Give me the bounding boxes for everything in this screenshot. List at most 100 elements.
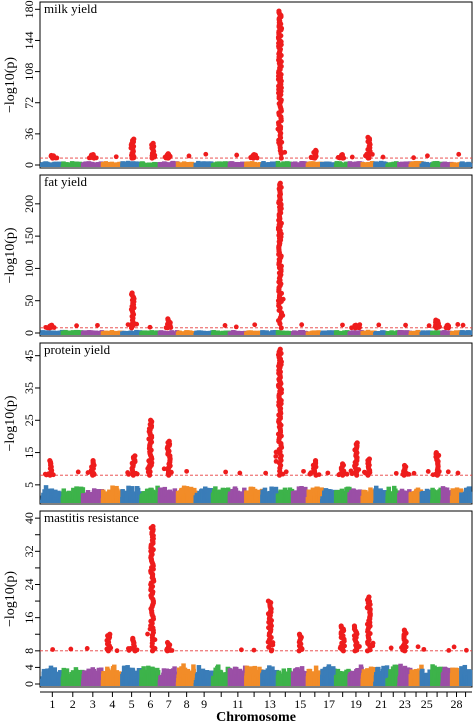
y-tick-label: 72: [22, 97, 36, 109]
significant-snp: [166, 438, 172, 444]
significant-snp: [280, 313, 286, 318]
y-axis-label: −log10(p): [3, 227, 18, 283]
significant-snp: [149, 153, 155, 159]
significant-snp: [278, 325, 284, 331]
significant-snp: [349, 154, 355, 160]
significant-snp: [125, 322, 131, 328]
panel-3: protein yield 5 15 25 35 45 −log10(p): [3, 342, 473, 505]
panel-title: milk yield: [44, 1, 98, 16]
significant-snp: [132, 470, 138, 476]
y-tick-label: 36: [22, 128, 36, 140]
significant-snp: [275, 126, 281, 132]
significant-snp: [436, 321, 441, 327]
significant-snp: [444, 325, 449, 331]
significant-snp: [277, 180, 283, 186]
y-tick-label: 108: [22, 63, 36, 81]
significant-snp: [275, 298, 281, 304]
significant-snp: [50, 472, 56, 478]
significant-snp: [150, 140, 156, 146]
y-tick-label: 15: [22, 447, 36, 459]
panel-frame: [39, 1, 473, 169]
significant-snp: [279, 139, 285, 145]
significant-snp: [165, 151, 171, 157]
significant-snp: [411, 155, 417, 161]
y-tick-label: 5: [22, 482, 36, 488]
significant-snp: [280, 296, 286, 302]
significant-snp: [313, 147, 319, 153]
significant-snp: [278, 155, 284, 161]
significant-snp: [425, 153, 430, 159]
significant-snp: [222, 323, 228, 328]
significant-snp: [455, 322, 461, 327]
significant-snp: [456, 151, 462, 157]
significant-snp: [203, 151, 209, 157]
peaks-group: [43, 180, 466, 331]
significant-snp: [252, 322, 258, 328]
y-tick-label: 200: [22, 195, 36, 213]
significant-snp: [426, 323, 432, 329]
significant-snp: [357, 322, 363, 327]
significant-snp: [145, 466, 151, 471]
significant-snp: [91, 472, 97, 477]
significant-snp: [130, 323, 136, 329]
significant-snp: [167, 324, 172, 330]
significant-snp: [85, 470, 91, 475]
y-tick-label: 100: [22, 259, 36, 277]
significant-snp: [380, 154, 386, 160]
significant-snp: [363, 153, 368, 159]
panel-2: fat yield 0 50 100 150 200 −log10(p): [3, 174, 473, 337]
peaks-group: [42, 346, 461, 478]
y-tick-label: 45: [22, 350, 36, 362]
significant-snp: [254, 155, 260, 161]
panel-title: protein yield: [44, 342, 111, 357]
significant-snp: [369, 151, 375, 157]
y-tick-label: 0: [22, 330, 36, 336]
y-tick-label: 50: [22, 295, 36, 307]
significant-snp: [299, 322, 305, 328]
significant-snp: [90, 458, 96, 464]
significant-snp: [276, 318, 282, 324]
y-tick-label: 0: [22, 162, 36, 168]
y-tick-label: 35: [22, 382, 36, 394]
significant-snp: [165, 466, 170, 472]
y-tick-label: 25: [22, 414, 36, 426]
significant-snp: [90, 153, 95, 159]
significant-snp: [95, 322, 100, 328]
points-group: [40, 329, 473, 335]
significant-snp: [165, 316, 171, 322]
panel-frame: [39, 342, 473, 505]
significant-snp: [47, 458, 53, 464]
significant-snp: [365, 134, 371, 140]
significant-snp: [186, 153, 192, 159]
significant-snp: [149, 462, 154, 468]
snp-band: [467, 491, 473, 503]
significant-snp: [278, 150, 284, 156]
panel-title: fat yield: [44, 174, 87, 189]
significant-snp: [248, 155, 254, 160]
significant-snp: [366, 155, 372, 161]
peaks-group: [48, 8, 462, 161]
significant-snp: [460, 322, 466, 328]
significant-snp: [403, 322, 408, 328]
snp-band: [467, 163, 473, 167]
significant-snp: [349, 325, 354, 331]
significant-snp: [276, 8, 282, 14]
significant-snp: [340, 322, 345, 328]
significant-snp: [132, 453, 138, 459]
snp-band: [467, 330, 473, 335]
significant-snp: [339, 154, 345, 159]
significant-snp: [129, 290, 135, 296]
y-axis-label: −log10(p): [3, 395, 18, 451]
significant-snp: [131, 136, 137, 142]
significant-snp: [282, 149, 288, 155]
significant-snp: [48, 323, 53, 329]
panel-frame: [39, 174, 473, 337]
significant-snp: [376, 322, 382, 328]
points-group: [40, 485, 473, 503]
significant-snp: [54, 155, 60, 161]
y-tick-label: 150: [22, 227, 36, 245]
significant-snp: [113, 154, 119, 160]
significant-snp: [93, 155, 99, 161]
